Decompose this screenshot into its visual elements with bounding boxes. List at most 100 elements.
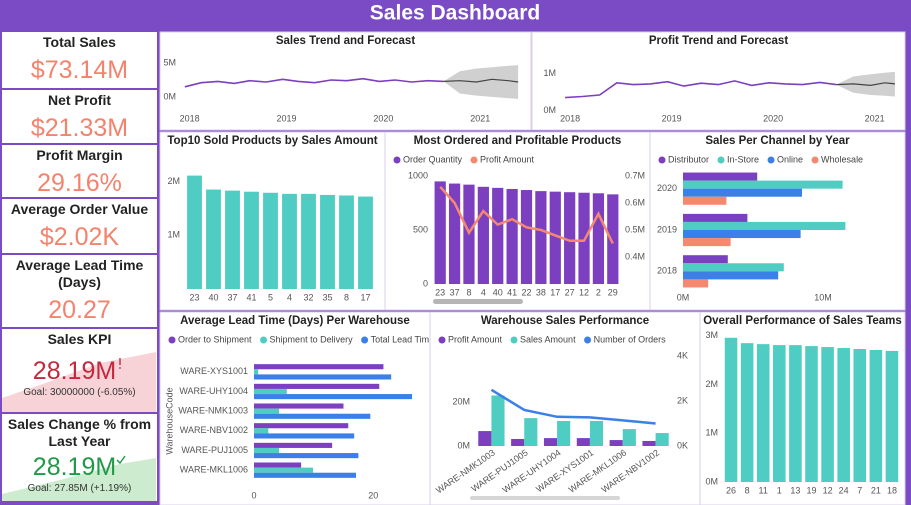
kpi-value: $21.33M [30,114,129,142]
bar [576,438,590,446]
kpi-label: Sales Change % from Last Year [7,416,152,449]
bar [320,194,335,289]
status-icon [116,455,126,465]
y-tick-label: 4K [677,350,688,360]
bar [225,190,240,289]
y-tick-label: 3M [705,330,718,340]
x-tick-label: 1 [777,485,782,495]
y-tick-label: 0M [163,91,176,101]
bar [339,195,354,289]
y-tick-label: 0.4M [625,251,645,261]
y-tick-label: 0M [543,105,556,115]
bar [805,346,818,482]
bar [254,423,349,429]
x-tick-label: 21 [871,485,881,495]
y-tick-label: 2K [677,395,688,405]
line [184,77,444,88]
chart-panel [429,311,701,505]
title-bar [0,0,911,30]
kpi-value: 28.19M [33,452,126,483]
kpi-trend-area [2,458,156,501]
kpi-label: Sales KPI [47,331,112,347]
y-tick-label: 1M [543,68,556,78]
y-tick-label: 0.5M [625,224,645,234]
bar [773,345,786,482]
x-tick-label: 41 [507,287,517,297]
x-tick-label: 37 [227,292,237,302]
bar [254,428,269,434]
y-tick-label: 2020 [657,183,677,193]
chart-title: Warehouse Sales Performance [481,315,649,327]
x-tick-label: 0 [251,490,256,500]
kpi-label: Average Order Value [10,201,149,217]
bar [187,175,202,289]
line [439,185,614,245]
bar [520,190,533,284]
scrollbar[interactable] [433,299,523,304]
bar [282,193,297,289]
x-tick-label: 8 [344,292,349,302]
scrollbar[interactable] [470,496,620,500]
legend-marker [168,336,176,344]
y-tick-label: 1M [705,428,718,438]
bar [853,349,867,482]
bar [821,347,834,482]
y-tick-label: 2M [167,176,180,186]
x-tick-label: 2 [596,287,601,297]
bar [642,440,656,446]
bar [683,230,801,239]
chart-title: Average Lead Time (Days) Per Warehouse [180,315,410,327]
bar [254,433,355,439]
legend-marker [767,156,775,164]
bar [524,418,538,446]
bar [254,394,413,400]
bar [683,213,748,222]
bar [492,187,504,284]
legend-marker [470,156,478,164]
x-tick-label: 8 [466,287,471,297]
bar [535,191,547,284]
kpi-card-bg [2,90,157,143]
bar [478,431,492,446]
legend-label: In-Store [727,154,759,164]
x-tick-label: 2018 [560,113,580,123]
chart-title: Overall Performance of Sales Teams [703,315,902,327]
bar [756,344,770,482]
y-tick-label: 0K [677,440,688,450]
bar [592,193,605,284]
y-tick-label: WARE-MKL1006 [180,465,248,475]
x-tick-label: 27 [565,287,575,297]
bar [244,191,259,289]
y-tick-label: 0.7M [625,170,645,180]
legend-marker [393,156,401,164]
x-tick-label: 2020 [763,113,783,123]
y-tick-label: 0M [457,440,470,450]
line [490,388,656,425]
legend-label: Online [777,154,803,164]
x-tick-label: 2020 [373,113,393,123]
y-axis-title: WarehouseCode [164,387,174,454]
kpi-card: Sales KPI 28.19M Goal: 30000000 (-6.05%) [2,329,157,412]
bar [254,403,344,409]
bar [254,388,287,395]
x-tick-label: 11 [759,485,768,495]
bar [683,255,728,264]
y-tick-label: 2018 [657,266,677,276]
legend-marker [717,156,725,164]
x-tick-label: 35 [322,292,332,302]
bar [254,453,359,459]
y-tick-label: 0 [423,278,428,288]
x-tick-label: 38 [536,287,546,297]
y-tick-label: 1M [167,230,180,240]
bar [254,364,384,370]
x-tick-label: 17 [360,292,370,302]
bar [683,221,846,230]
legend-label: Sales Amount [520,334,576,344]
forecast-band [443,65,519,99]
x-tick-label: 2021 [865,113,885,123]
legend-label: Number of Orders [594,334,667,344]
x-tick-label: 4 [287,292,292,302]
x-tick-label: 19 [806,485,816,495]
bar [263,192,278,289]
bar [511,438,525,446]
